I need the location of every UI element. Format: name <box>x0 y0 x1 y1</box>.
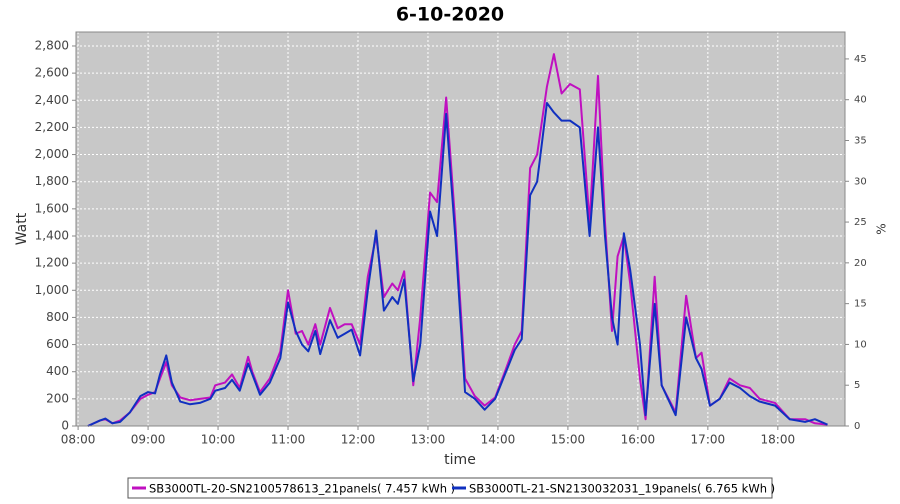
x-tick-label: 14:00 <box>481 433 516 447</box>
plot-border <box>75 31 846 427</box>
y-tick-label: 1,600 <box>35 201 69 215</box>
x-tick-label: 15:00 <box>551 433 586 447</box>
y2-tick-label: 0 <box>854 421 860 432</box>
y-tick-label: 1,400 <box>35 228 69 242</box>
y-tick-label: 800 <box>46 310 69 324</box>
x-tick-label: 16:00 <box>621 433 656 447</box>
y-tick-label: 2,200 <box>35 120 69 134</box>
y2-tick-label: 35 <box>854 135 867 146</box>
series-line <box>87 101 828 427</box>
y-tick-label: 200 <box>46 391 69 405</box>
y-tick-label: 1,200 <box>35 256 69 270</box>
y2-tick-label: 40 <box>854 95 867 106</box>
y-tick-label: 2,000 <box>35 147 69 161</box>
y2-tick-label: 20 <box>854 258 867 269</box>
y2-tick-label: 30 <box>854 176 867 187</box>
x-tick-label: 13:00 <box>411 433 446 447</box>
y-tick-label: 2,800 <box>35 38 69 52</box>
y2-tick-label: 45 <box>854 54 867 65</box>
plot-area <box>76 32 845 426</box>
x-tick-label: 18:00 <box>761 433 796 447</box>
y-tick-label: 2,600 <box>35 66 69 80</box>
x-tick-label: 09:00 <box>131 433 166 447</box>
y-tick-label: 1,000 <box>35 283 69 297</box>
x-tick-label: 10:00 <box>201 433 236 447</box>
legend-label: SB3000TL-21-SN2130032031_19panels( 6.765… <box>469 482 775 496</box>
y2-tick-label: 15 <box>854 299 867 310</box>
y-tick-label: 400 <box>46 364 69 378</box>
y-tick-label: 1,800 <box>35 174 69 188</box>
y2-tick-label: 25 <box>854 217 867 228</box>
x-tick-label: 11:00 <box>271 433 306 447</box>
y2-axis-label: % <box>875 223 889 234</box>
legend <box>127 477 773 499</box>
y-tick-label: 2,400 <box>35 93 69 107</box>
y-tick-label: 0 <box>61 419 69 433</box>
x-tick-label: 08:00 <box>61 433 96 447</box>
x-axis-label: time <box>444 452 476 468</box>
y2-tick-label: 10 <box>854 339 867 350</box>
x-tick-label: 17:00 <box>691 433 726 447</box>
x-tick-label: 12:00 <box>341 433 376 447</box>
y2-tick-label: 5 <box>854 380 860 391</box>
y-tick-label: 600 <box>46 337 69 351</box>
y-axis-label: Watt <box>14 212 30 245</box>
chart-title: 6-10-2020 <box>396 4 504 26</box>
legend-label: SB3000TL-20-SN2100578613_21panels( 7.457… <box>149 482 455 496</box>
